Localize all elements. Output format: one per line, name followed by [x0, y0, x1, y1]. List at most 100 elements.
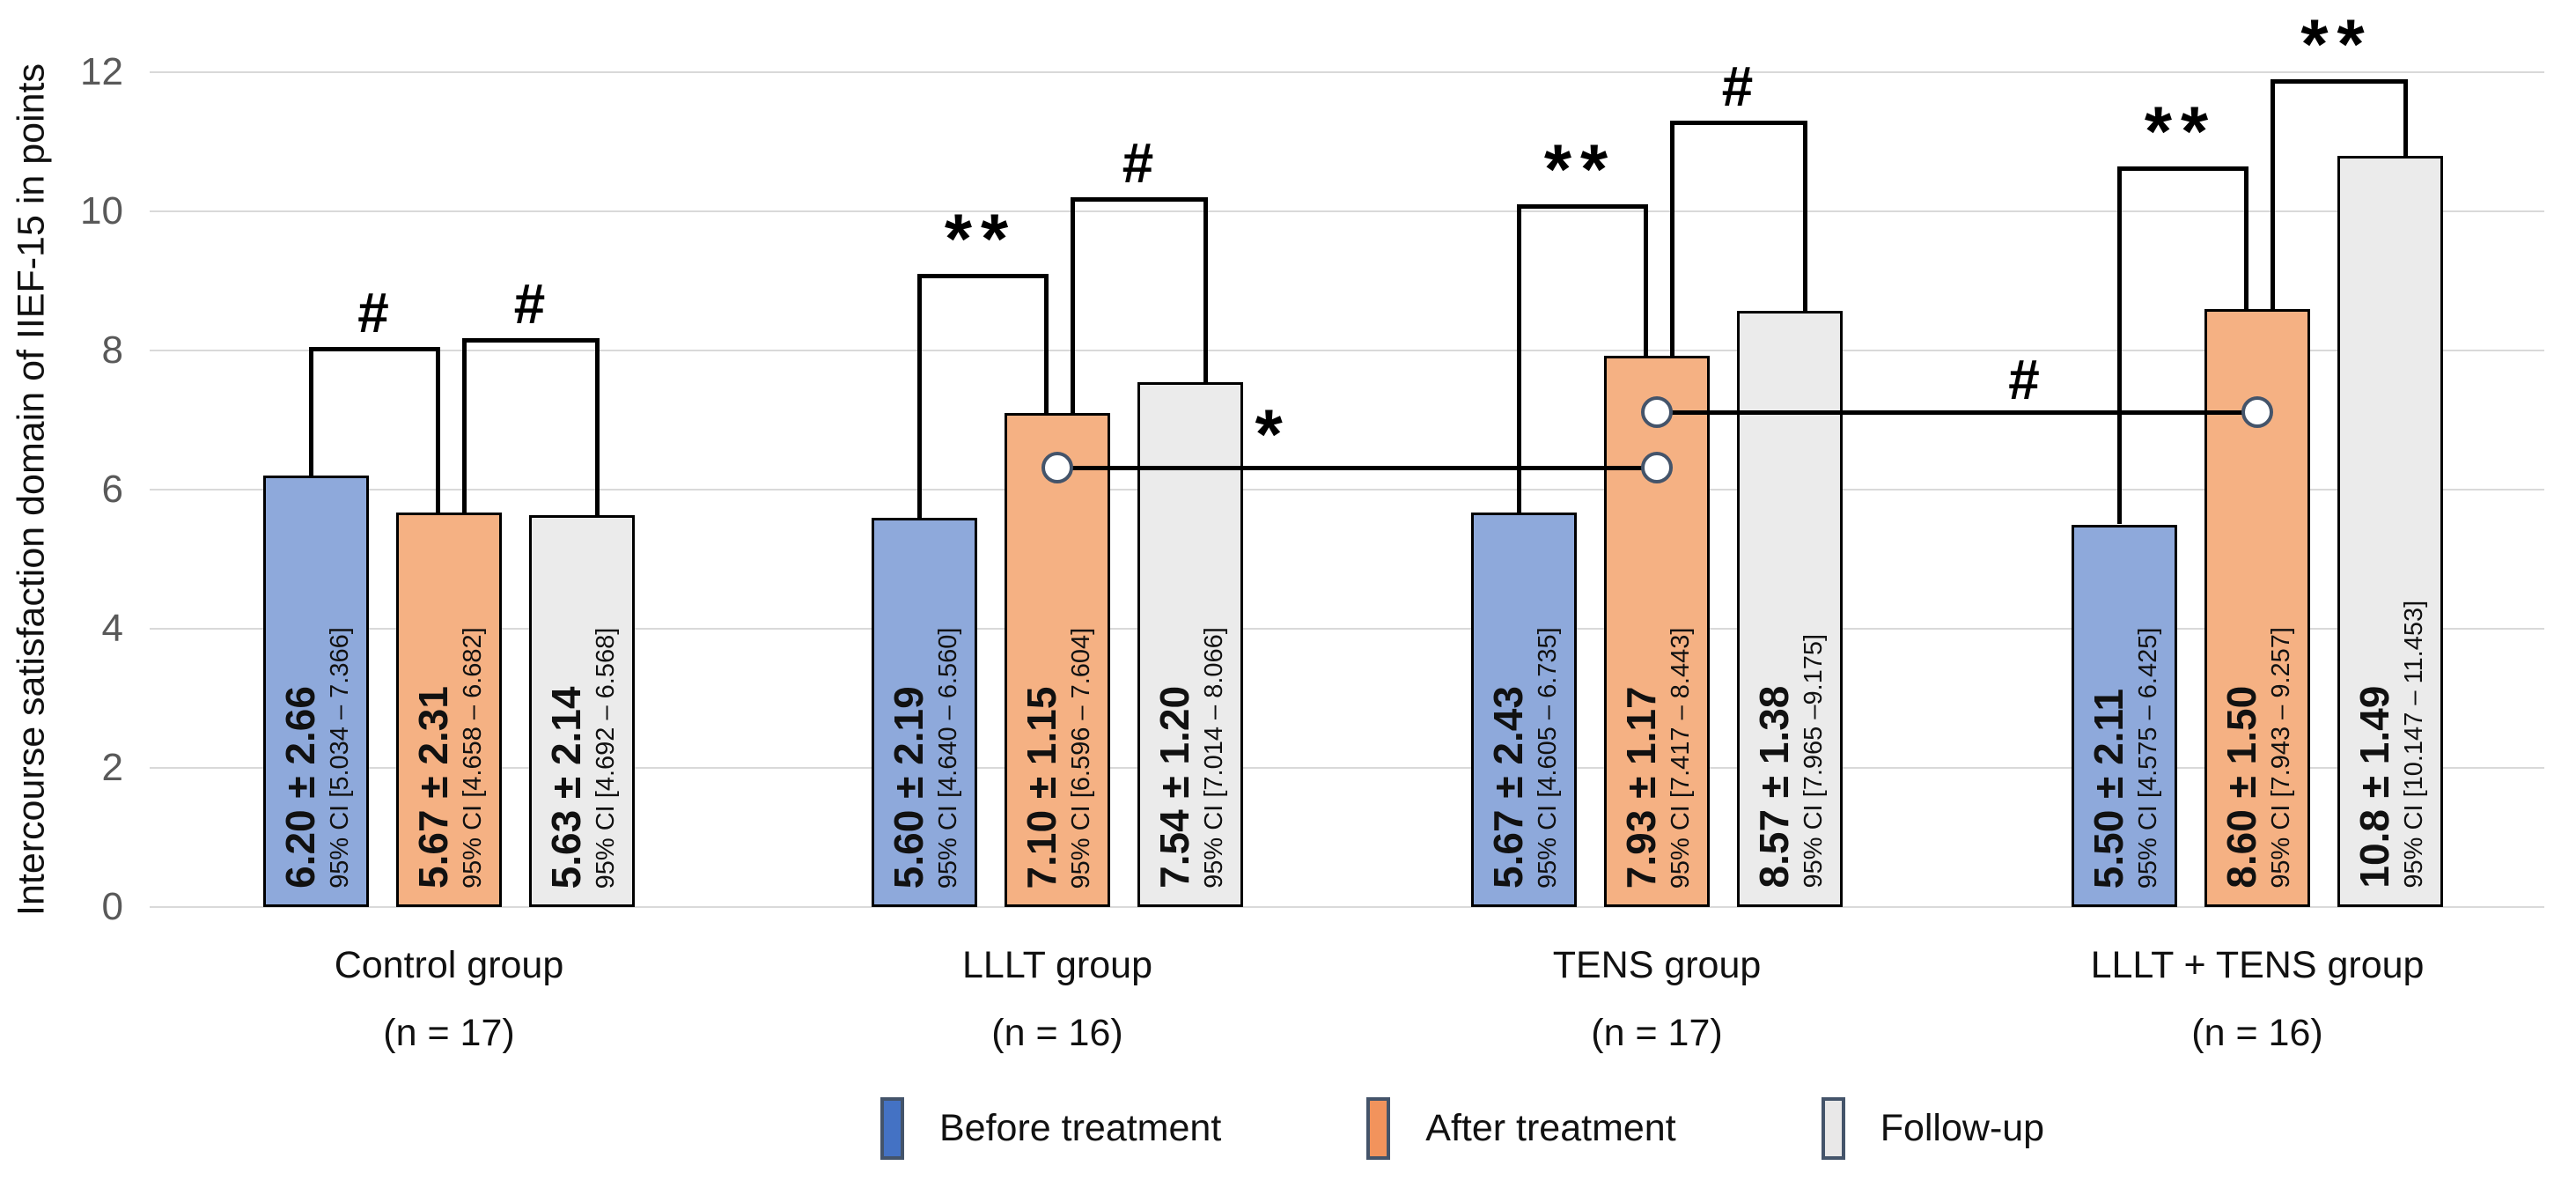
bracket-bar [917, 274, 1049, 279]
group-n-label: (n = 17) [383, 1012, 515, 1054]
bracket-leg [595, 337, 600, 516]
bracket-leg [917, 274, 922, 518]
group-n-label: (n = 16) [991, 1012, 1123, 1054]
gridline [150, 71, 2544, 73]
significance-symbol: * [1255, 395, 1292, 474]
bar-after-treatment-tens: 7.93 ± 1.17 95% CI [7.417 – 8.443] [1604, 355, 1710, 907]
bar-ci-label: 95% CI [4.575 – 6.425] [2134, 627, 2162, 889]
bracket-leg [436, 347, 440, 513]
bar-follow-up-lllt: 7.54 ± 1.20 95% CI [7.014 – 8.066] [1137, 382, 1243, 907]
bracket-bar [1517, 204, 1648, 210]
y-tick-label: 8 [101, 328, 123, 372]
bar-label: 5.60 ± 2.19 95% CI [4.640 – 6.560] [874, 520, 975, 904]
bracket-leg [1803, 121, 1807, 311]
gridline [150, 210, 2544, 212]
x-axis-label-tens-group: TENS group (n = 17) [1437, 944, 1877, 1055]
bar-after-treatment-control: 5.67 ± 2.31 95% CI [4.658 – 6.682] [396, 513, 502, 907]
group-label: Control group [334, 944, 564, 986]
significance-symbol: ** [2144, 92, 2218, 171]
bar-follow-up-tens: 8.57 ± 1.38 95% CI [7.965 –9.175] [1737, 310, 1843, 907]
legend-swatch-after-treatment [1366, 1097, 1391, 1160]
connector-endpoint-marker [1641, 395, 1673, 428]
bar-label: 7.10 ± 1.15 95% CI [6.596 – 7.604] [1007, 416, 1108, 904]
bar-value-label: 5.50 ± 2.11 [2086, 688, 2131, 889]
bracket-bar [309, 347, 440, 352]
group-n-label: (n = 17) [1591, 1012, 1723, 1054]
bar-ci-label: 95% CI [7.014 – 8.066] [1200, 627, 1228, 889]
bracket-leg [1644, 204, 1648, 356]
bar-value-label: 5.60 ± 2.19 [886, 686, 931, 889]
bar-value-label: 8.60 ± 1.50 [2219, 686, 2264, 889]
legend-item-before-treatment: Before treatment [880, 1097, 1221, 1160]
bracket-leg [2244, 166, 2248, 309]
y-tick-label: 0 [101, 885, 123, 928]
bar-before-treatment-control: 6.20 ± 2.66 95% CI [5.034 – 7.366] [263, 476, 369, 907]
bracket-leg [2271, 78, 2275, 309]
gridline [150, 350, 2544, 351]
x-axis-label-lllt-group: LLLT group (n = 16) [837, 944, 1277, 1055]
bar-label: 5.50 ± 2.11 95% CI [4.575 – 6.425] [2074, 527, 2175, 905]
bar-ci-label: 95% CI [4.692 – 6.568] [592, 627, 620, 889]
group-n-label: (n = 16) [2191, 1012, 2323, 1054]
legend-item-after-treatment: After treatment [1366, 1097, 1676, 1160]
bar-before-treatment-lllt-tens: 5.50 ± 2.11 95% CI [4.575 – 6.425] [2072, 524, 2177, 907]
connector-endpoint-marker [2241, 395, 2273, 428]
bar-value-label: 7.54 ± 1.20 [1152, 686, 1197, 889]
x-axis-label-lllt-tens-group: LLLT + TENS group (n = 16) [2037, 944, 2477, 1055]
bar-ci-label: 95% CI [7.417 – 8.443] [1667, 627, 1695, 889]
group-label: TENS group [1552, 944, 1762, 986]
significance-connector-line [1657, 409, 2257, 415]
bar-ci-label: 95% CI [4.658 – 6.682] [459, 627, 487, 889]
significance-symbol: # [1121, 131, 1153, 195]
bar-ci-label: 95% CI [10.147 – 11.453] [2400, 601, 2428, 889]
gridline [150, 767, 2544, 769]
bracket-bar [462, 337, 600, 343]
y-tick-label: 12 [80, 50, 123, 93]
legend-item-follow-up: Follow-up [1821, 1097, 2045, 1160]
bracket-bar [2117, 166, 2248, 171]
bar-after-treatment-lllt: 7.10 ± 1.15 95% CI [6.596 – 7.604] [1005, 413, 1110, 907]
legend-label: After treatment [1425, 1107, 1676, 1149]
bar-value-label: 10.8 ± 1.49 [2352, 686, 2397, 889]
legend-label: Follow-up [1880, 1107, 2045, 1149]
bracket-leg [2403, 78, 2408, 156]
legend-label: Before treatment [939, 1107, 1222, 1149]
significance-symbol: ** [1543, 129, 1617, 209]
group-label: LLLT + TENS group [2090, 944, 2425, 986]
bar-label: 6.20 ± 2.66 95% CI [5.034 – 7.366] [266, 478, 366, 904]
bracket-leg [1071, 197, 1075, 414]
significance-symbol: # [357, 281, 388, 345]
y-tick-label: 2 [101, 746, 123, 789]
bracket-leg [1044, 274, 1049, 414]
bracket-leg [1670, 121, 1674, 356]
bar-value-label: 5.67 ± 2.31 [410, 686, 456, 889]
bracket-bar [1670, 121, 1807, 126]
significance-symbol: # [2007, 347, 2039, 411]
y-tick-label: 4 [101, 607, 123, 650]
y-tick-label: 6 [101, 468, 123, 511]
significance-symbol: ** [2300, 4, 2374, 84]
bar-before-treatment-tens: 5.67 ± 2.43 95% CI [4.605 – 6.735] [1471, 513, 1577, 907]
bar-ci-label: 95% CI [7.965 –9.175] [1800, 634, 1828, 889]
bar-ci-label: 95% CI [6.596 – 7.604] [1067, 627, 1095, 889]
bar-label: 5.63 ± 2.14 95% CI [4.692 – 6.568] [532, 518, 632, 904]
bar-value-label: 7.10 ± 1.15 [1019, 686, 1064, 889]
bracket-leg [2117, 166, 2122, 525]
bracket-leg [1203, 197, 1208, 383]
bracket-bar [2271, 78, 2408, 84]
connector-endpoint-marker [1041, 451, 1073, 483]
legend-swatch-before-treatment [880, 1097, 904, 1160]
gridline [150, 489, 2544, 491]
bracket-leg [462, 337, 467, 513]
bar-value-label: 5.63 ± 2.14 [543, 686, 589, 889]
bar-follow-up-lllt-tens: 10.8 ± 1.49 95% CI [10.147 – 11.453] [2337, 155, 2443, 907]
bar-label: 7.93 ± 1.17 95% CI [7.417 – 8.443] [1607, 358, 1707, 904]
bar-before-treatment-lllt: 5.60 ± 2.19 95% CI [4.640 – 6.560] [872, 517, 977, 907]
bar-label: 10.8 ± 1.49 95% CI [10.147 – 11.453] [2340, 159, 2440, 904]
bracket-bar [1071, 197, 1208, 203]
bar-value-label: 7.93 ± 1.17 [1618, 686, 1664, 889]
bar-ci-label: 95% CI [4.640 – 6.560] [934, 627, 962, 889]
bracket-leg [309, 347, 313, 476]
